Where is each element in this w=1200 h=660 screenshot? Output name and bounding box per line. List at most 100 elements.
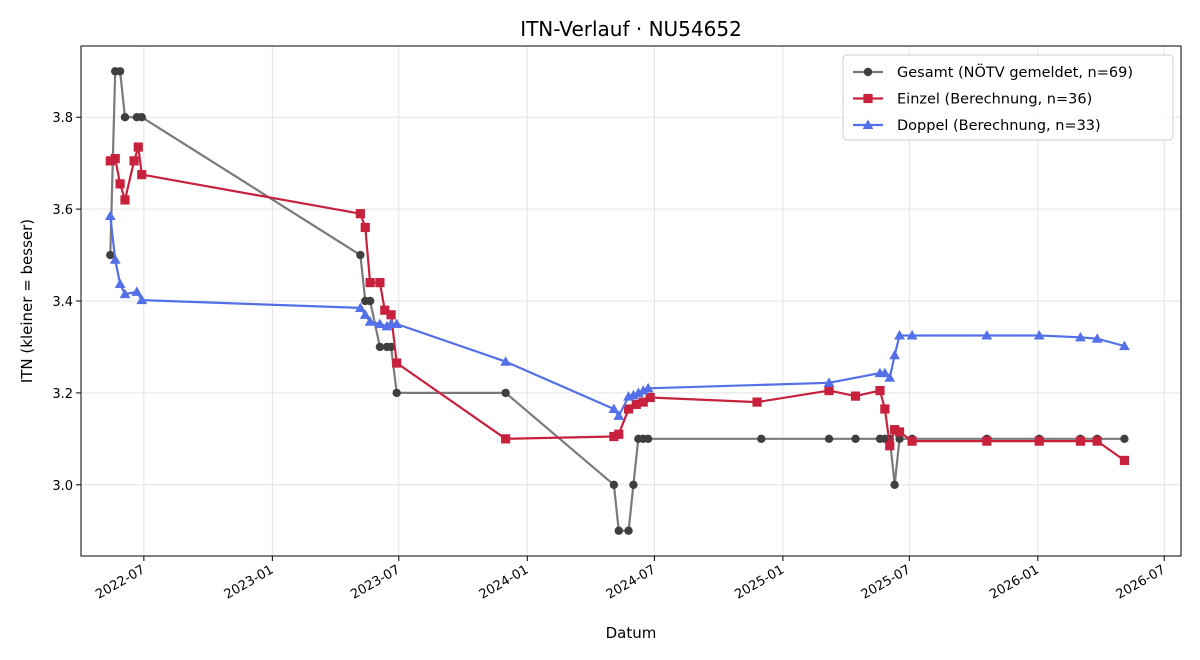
data-point-einzel xyxy=(355,209,365,219)
data-point-einzel xyxy=(115,179,125,189)
data-point-gesamt xyxy=(501,388,510,398)
legend-marker-einzel xyxy=(863,93,873,104)
data-point-einzel xyxy=(1119,455,1130,466)
data-point-gesamt xyxy=(824,434,834,444)
data-point-doppel xyxy=(889,349,901,360)
data-point-einzel xyxy=(360,222,370,233)
x-tick-label: 2024-01 xyxy=(477,562,532,602)
data-point-einzel xyxy=(824,385,834,396)
data-point-einzel xyxy=(133,142,143,152)
data-point-doppel xyxy=(884,372,896,382)
data-point-einzel xyxy=(907,436,917,446)
legend-label-einzel: Einzel (Berechnung, n=36) xyxy=(897,92,1092,108)
data-point-einzel xyxy=(365,278,375,288)
data-point-gesamt xyxy=(1120,434,1129,444)
data-point-gesamt xyxy=(365,296,375,306)
x-tick-label: 2022-07 xyxy=(93,562,148,602)
data-point-gesamt xyxy=(115,67,125,76)
data-point-gesamt xyxy=(851,434,860,444)
data-point-einzel xyxy=(645,392,655,403)
data-point-doppel xyxy=(1033,330,1045,340)
data-point-doppel xyxy=(894,330,905,340)
data-point-doppel xyxy=(879,367,891,378)
data-point-einzel xyxy=(982,436,992,446)
data-point-gesamt xyxy=(624,526,633,535)
data-point-doppel xyxy=(119,288,131,299)
x-axis-label: Datum xyxy=(606,624,657,642)
y-axis-label: ITN (kleiner = besser) xyxy=(18,219,36,383)
data-point-einzel xyxy=(880,404,890,414)
series-einzel xyxy=(105,142,1130,466)
data-point-doppel xyxy=(1075,331,1086,342)
data-point-gesamt xyxy=(629,480,638,489)
data-point-einzel xyxy=(638,397,648,407)
legend-label-doppel: Doppel (Berechnung, n=33) xyxy=(897,118,1101,134)
data-point-einzel xyxy=(631,399,641,409)
data-point-doppel xyxy=(981,330,993,340)
data-point-einzel xyxy=(375,278,385,288)
data-point-gesamt xyxy=(614,526,623,535)
y-tick-label: 3.0 xyxy=(52,479,73,494)
data-point-gesamt xyxy=(106,250,115,260)
x-tick-label: 2023-07 xyxy=(348,562,403,602)
data-point-einzel xyxy=(623,404,634,414)
data-point-einzel xyxy=(890,425,900,435)
data-point-gesamt xyxy=(643,434,653,444)
data-point-einzel xyxy=(137,170,147,180)
data-point-gesamt xyxy=(356,250,365,260)
data-point-doppel xyxy=(823,377,835,387)
y-tick-label: 3.2 xyxy=(52,387,73,402)
legend-marker-doppel xyxy=(862,119,874,130)
x-tick-label: 2025-01 xyxy=(732,562,787,602)
data-point-doppel xyxy=(136,294,148,305)
data-point-einzel xyxy=(1075,436,1086,446)
data-point-doppel xyxy=(364,316,376,326)
data-point-doppel xyxy=(354,302,366,312)
data-point-gesamt xyxy=(392,388,401,398)
data-point-einzel xyxy=(386,310,396,320)
data-point-gesamt xyxy=(895,434,904,444)
series-line-doppel xyxy=(109,215,1125,417)
data-point-doppel xyxy=(1091,333,1103,343)
data-point-doppel xyxy=(109,254,121,264)
data-point-doppel xyxy=(391,318,403,329)
data-point-doppel xyxy=(114,278,126,289)
x-tick-label: 2023-01 xyxy=(222,562,277,602)
data-point-doppel xyxy=(608,403,620,414)
data-point-einzel xyxy=(894,427,905,437)
data-point-gesamt xyxy=(375,342,385,352)
data-point-einzel xyxy=(850,391,861,401)
data-point-einzel xyxy=(885,441,895,451)
data-point-gesamt xyxy=(137,113,146,122)
legend-label-gesamt: Gesamt (NÖTV gemeldet, n=69) xyxy=(897,63,1133,81)
data-point-einzel xyxy=(129,156,139,166)
data-point-einzel xyxy=(875,385,885,396)
x-tick-label: 2024-07 xyxy=(604,562,659,602)
data-point-einzel xyxy=(501,434,511,444)
data-point-doppel xyxy=(359,309,371,319)
data-point-doppel xyxy=(906,330,918,340)
series-layer xyxy=(104,67,1130,535)
data-point-doppel xyxy=(500,356,512,366)
data-point-einzel xyxy=(392,358,402,368)
data-point-einzel xyxy=(1092,436,1102,446)
legend-marker-gesamt xyxy=(863,67,873,77)
series-gesamt xyxy=(106,67,1129,535)
data-point-doppel xyxy=(131,286,143,296)
series-doppel xyxy=(104,210,1130,420)
data-point-einzel xyxy=(110,153,120,164)
data-point-gesamt xyxy=(757,434,766,444)
data-point-doppel xyxy=(374,318,386,329)
data-point-doppel xyxy=(613,410,625,420)
data-point-gesamt xyxy=(120,113,130,122)
data-point-gesamt xyxy=(609,480,619,489)
data-point-einzel xyxy=(380,305,390,315)
x-tick-label: 2026-01 xyxy=(987,562,1042,602)
data-point-gesamt xyxy=(386,342,396,352)
data-point-einzel xyxy=(1034,436,1044,446)
y-tick-label: 3.4 xyxy=(52,295,73,310)
x-tick-label: 2026-07 xyxy=(1114,562,1169,602)
data-point-einzel xyxy=(105,156,115,166)
data-point-einzel xyxy=(120,195,130,205)
